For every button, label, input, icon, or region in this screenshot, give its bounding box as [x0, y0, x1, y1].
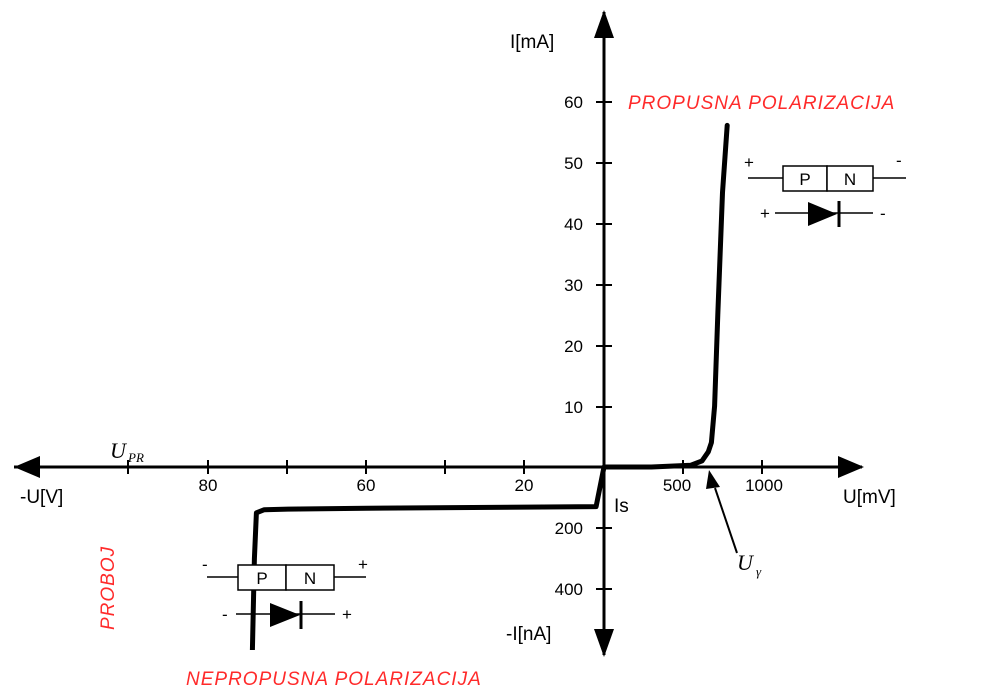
- ticks: [127, 101, 763, 590]
- reverse-diode-triangle: [270, 603, 300, 627]
- y-tick-label-50: 50: [564, 154, 583, 173]
- forward-diode-icon: + -: [760, 201, 886, 227]
- breakdown-label: PROBOJ: [98, 546, 119, 630]
- x-tick-label-60: 60: [357, 476, 376, 495]
- forward-n-box: [826, 165, 874, 192]
- reverse-diode-left-sign: -: [222, 605, 228, 624]
- reverse-n-label: N: [304, 569, 316, 588]
- reverse-diode-icon: - +: [222, 601, 352, 629]
- y-axis-top-arrow: [594, 10, 614, 38]
- forward-pn-right-sign: -: [896, 151, 902, 170]
- forward-region-label: PROPUSNA POLARIZACIJA: [628, 93, 895, 114]
- reverse-p-label: P: [256, 569, 267, 588]
- y-tick-label-60: 60: [564, 93, 583, 112]
- x-tick-label-500: 500: [663, 476, 691, 495]
- x-tick-label-1000: 1000: [745, 476, 783, 495]
- y-tick-label-10: 10: [564, 398, 583, 417]
- forward-pn-left-sign: +: [744, 153, 754, 172]
- x-axis-right-arrow: [838, 456, 864, 478]
- forward-diode-left-sign: +: [760, 204, 770, 223]
- forward-curve-line: [601, 122, 730, 470]
- reverse-region-label: NEPROPUSNA POLARIZACIJA: [186, 669, 482, 688]
- y-tick-label-30: 30: [564, 276, 583, 295]
- threshold-pointer-line: [714, 487, 738, 554]
- forward-p-label: P: [799, 170, 810, 189]
- x-tick-labels: 500 1000 20 60 80: [199, 476, 783, 495]
- forward-diode-right-sign: -: [880, 204, 886, 223]
- saturation-current-label: Is: [614, 496, 629, 517]
- reverse-pn-junction-symbol: P N - +: [202, 555, 368, 591]
- breakdown-voltage-label: U PR: [110, 438, 144, 465]
- forward-diode-triangle: [808, 202, 837, 226]
- forward-n-label: N: [844, 170, 856, 189]
- y-axis-positive-label: I[mA]: [510, 32, 554, 53]
- reverse-n-box: [285, 564, 335, 591]
- y-axis-negative-label: -I[nA]: [506, 624, 551, 645]
- y-tick-label-400: 400: [555, 580, 583, 599]
- upr-subscript: PR: [127, 450, 144, 465]
- threshold-pointer-arrowhead: [706, 470, 720, 489]
- y-tick-label-200: 200: [555, 519, 583, 538]
- forward-pn-junction-symbol: P N + -: [744, 151, 906, 192]
- x-axis-left-arrow: [14, 456, 40, 478]
- threshold-voltage-annotation: U γ: [706, 470, 762, 579]
- y-tick-label-20: 20: [564, 337, 583, 356]
- reverse-diode-right-sign: +: [342, 605, 352, 624]
- ugamma-symbol: U: [737, 550, 755, 575]
- x-tick-label-80: 80: [199, 476, 218, 495]
- x-tick-label-20: 20: [515, 476, 534, 495]
- reverse-pn-right-sign: +: [358, 555, 368, 574]
- forward-p-box: [782, 165, 828, 192]
- y-axis-bottom-arrow: [594, 629, 614, 657]
- reverse-curve-line: [249, 466, 607, 651]
- axes: [14, 10, 864, 657]
- upr-symbol: U: [110, 438, 128, 463]
- x-axis-negative-label: -U[V]: [20, 487, 63, 508]
- y-tick-label-40: 40: [564, 215, 583, 234]
- ugamma-subscript: γ: [756, 564, 762, 579]
- reverse-pn-left-sign: -: [202, 555, 208, 574]
- x-axis-positive-label: U[mV]: [843, 487, 896, 508]
- y-tick-labels: 60 50 40 30 20 10 200 400: [555, 93, 583, 599]
